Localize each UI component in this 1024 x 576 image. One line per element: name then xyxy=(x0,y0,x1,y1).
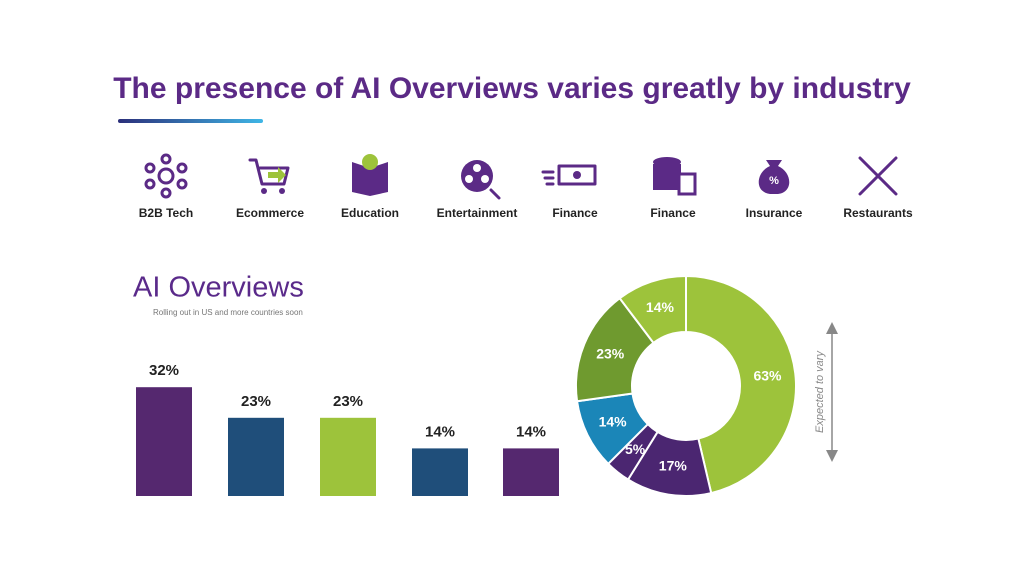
donut-segment xyxy=(685,274,797,495)
icon-education xyxy=(352,154,388,196)
industry-label: Finance xyxy=(650,206,696,220)
bar xyxy=(503,448,559,496)
bar xyxy=(320,417,376,496)
industry-label: B2B Tech xyxy=(139,206,193,220)
industry-label: Insurance xyxy=(746,206,803,220)
industry-label: Education xyxy=(341,206,399,220)
value-label: 14% xyxy=(646,299,675,315)
industry-label: Restaurants xyxy=(843,206,913,220)
value-label: 17% xyxy=(659,458,688,474)
chart-title: AI Overviews xyxy=(133,272,304,304)
icon-cart xyxy=(248,158,290,194)
icon-entertainment xyxy=(461,160,501,200)
bar xyxy=(136,387,192,496)
icon-restaurants xyxy=(858,156,898,196)
page-title: The presence of AI Overviews varies grea… xyxy=(113,72,911,105)
industry-label: Ecommerce xyxy=(236,206,304,220)
bar xyxy=(412,448,468,496)
donut-segment xyxy=(618,274,687,345)
chart-subtitle: Rolling out in US and more countries soo… xyxy=(153,308,303,317)
bar xyxy=(228,417,284,496)
icon-insurance: % xyxy=(758,160,790,194)
annotation: Expected to vary xyxy=(814,350,826,433)
industry-label: Entertainment xyxy=(437,206,518,220)
svg-text:%: % xyxy=(769,175,779,187)
title-underline xyxy=(118,119,263,123)
industry-label: Finance xyxy=(552,206,598,220)
value-label: 23% xyxy=(333,393,363,410)
icon-b2b xyxy=(144,153,188,199)
value-label: 14% xyxy=(425,423,455,440)
value-label: 14% xyxy=(516,423,546,440)
value-label: 23% xyxy=(241,393,271,410)
icon-money xyxy=(541,164,597,186)
value-label: 14% xyxy=(599,413,628,429)
value-label: 63% xyxy=(753,367,782,383)
value-label: 23% xyxy=(596,345,625,361)
icon-coins xyxy=(653,157,697,196)
value-label: 32% xyxy=(149,362,179,379)
value-label: 5% xyxy=(625,441,646,457)
